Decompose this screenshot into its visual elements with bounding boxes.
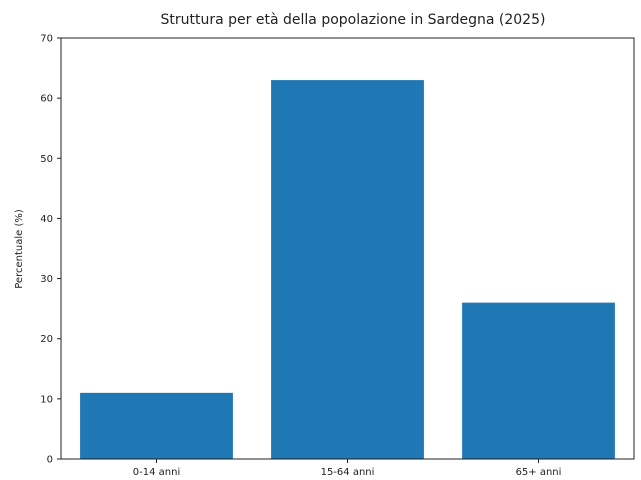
bars-group	[80, 80, 615, 459]
x-tick-label-2: 65+ anni	[516, 467, 562, 478]
y-tick-label-2: 20	[40, 334, 53, 345]
y-tick-label-7: 70	[40, 34, 53, 45]
bar-0	[80, 392, 233, 459]
chart-title: Struttura per età della popolazione in S…	[161, 12, 546, 28]
plot-frame	[60, 37, 635, 460]
y-tick-label-0: 0	[47, 455, 53, 466]
y-tick-label-3: 30	[40, 274, 53, 285]
y-axis-label: Percentuale (%)	[14, 209, 25, 289]
y-tick-label-6: 60	[40, 94, 53, 105]
y-tick-label-1: 10	[40, 394, 53, 405]
y-tick-label-4: 40	[40, 214, 53, 225]
bar-1	[271, 80, 424, 459]
y-tick-label-5: 50	[40, 154, 53, 165]
x-axis-ticks: 0-14 anni 15-64 anni 65+ anni	[133, 459, 562, 478]
x-tick-label-0: 0-14 anni	[133, 467, 180, 478]
bar-2	[462, 302, 615, 459]
axes-frame	[60, 37, 635, 460]
x-tick-label-1: 15-64 anni	[321, 467, 375, 478]
y-axis-ticks: 0 10 20 30 40 50 60 70	[40, 34, 61, 466]
